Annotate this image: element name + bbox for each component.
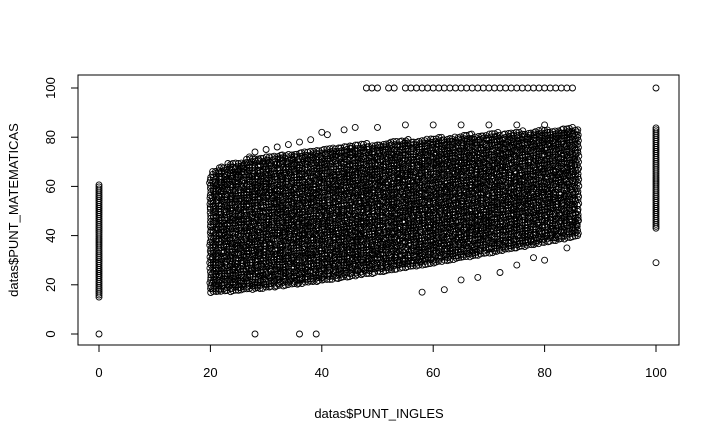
data-point — [209, 168, 217, 176]
data-point — [212, 193, 220, 201]
data-point — [279, 154, 287, 162]
data-point — [278, 196, 286, 204]
data-point — [245, 171, 253, 179]
data-point — [249, 185, 257, 193]
data-point — [276, 164, 283, 172]
data-point — [309, 201, 317, 209]
data-point — [229, 163, 237, 171]
data-point — [215, 191, 222, 199]
data-point — [275, 158, 283, 166]
data-points — [95, 84, 660, 338]
data-point — [277, 270, 285, 278]
data-point — [278, 217, 286, 225]
data-point — [313, 147, 321, 155]
